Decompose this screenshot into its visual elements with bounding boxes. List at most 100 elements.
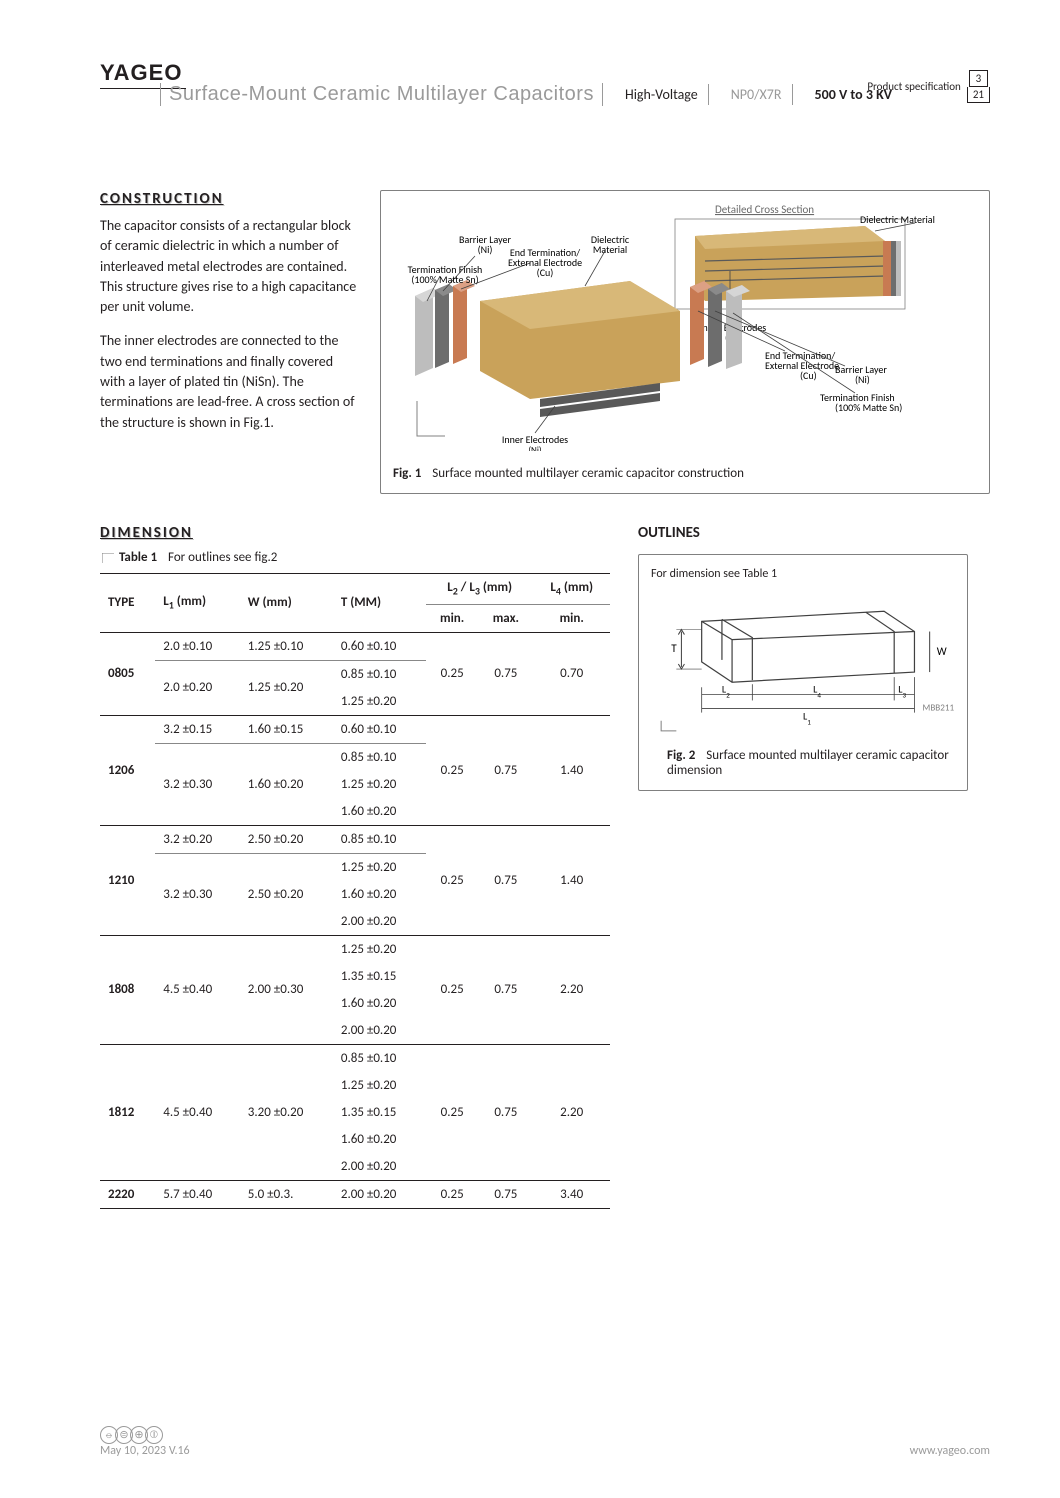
fig2-code: MBB211 [923, 703, 955, 714]
cell-l1: 4.5 ±0.40 [155, 935, 240, 1044]
cell-l1: 5.7 ±0.40 [155, 1180, 240, 1208]
fig2-dim-l1: L1 [803, 710, 811, 727]
construction-p1: The capacitor consists of a rectangular … [100, 216, 360, 317]
outlines-section: OUTLINES For dimension see Table 1 [638, 524, 968, 791]
page-number-box: 3 21 [967, 70, 990, 103]
figure-2-note: For dimension see Table 1 [651, 567, 955, 581]
col-min: min. [426, 604, 478, 632]
cell-l4min: 2.20 [533, 935, 610, 1044]
cell-l23max: 0.75 [478, 632, 533, 715]
cell-l4min: 3.40 [533, 1180, 610, 1208]
footer-icon: ⦶ [145, 1426, 163, 1444]
table-1-num: Table 1 [119, 550, 157, 565]
cell-type: 2220 [100, 1180, 155, 1208]
dimension-heading: DIMENSION [100, 524, 610, 542]
cell-l23min: 0.25 [426, 632, 478, 715]
cell-t: 1.60 ±0.20 [333, 798, 426, 826]
footer-date-version: May 10, 2023 V.16 [100, 1444, 190, 1458]
cell-l4min: 1.40 [533, 715, 610, 825]
cell-l1: 3.2 ±0.30 [155, 853, 240, 935]
col-w: W (mm) [240, 574, 333, 633]
figure-2-box: For dimension see Table 1 [638, 554, 968, 791]
fig1-cross-title: Detailed Cross Section [715, 203, 814, 216]
cell-type: 1210 [100, 825, 155, 935]
cell-t: 2.00 ±0.20 [333, 1180, 426, 1208]
cell-t: 0.85 ±0.10 [333, 743, 426, 771]
cell-l1: 4.5 ±0.40 [155, 1044, 240, 1180]
footer-icons: ⦵⊜⊕⦶ [100, 1426, 190, 1444]
cell-l4min: 0.70 [533, 632, 610, 715]
figure-2-text: Surface mounted multilayer ceramic capac… [667, 748, 949, 778]
product-spec-label: Product specification [867, 80, 961, 93]
dimension-section: DIMENSION Table 1 For outlines see fig.2… [100, 524, 990, 1209]
cell-t: 1.60 ±0.20 [333, 881, 426, 908]
svg-text:(Ni): (Ni) [478, 243, 493, 256]
construction-p2: The inner electrodes are connected to th… [100, 331, 360, 432]
cell-t: 2.00 ±0.20 [333, 1153, 426, 1181]
page-total: 21 [967, 87, 990, 103]
figure-1-box: Detailed Cross Section Dielectric Materi… [380, 190, 990, 494]
outlines-heading: OUTLINES [638, 524, 968, 542]
col-type: TYPE [100, 574, 155, 633]
dimension-table: TYPE L1 (mm) W (mm) T (MM) L2 / L3 (mm) … [100, 573, 610, 1209]
cell-t: 0.85 ±0.10 [333, 660, 426, 688]
figure-2-num: Fig. 2 [667, 748, 695, 763]
cell-w: 2.00 ±0.30 [240, 935, 333, 1044]
page-current: 3 [969, 70, 989, 87]
cell-l23max: 0.75 [478, 825, 533, 935]
cell-t: 1.35 ±0.15 [333, 963, 426, 990]
cell-w: 1.25 ±0.10 [240, 632, 333, 660]
svg-text:(100% Matte Sn): (100% Matte Sn) [411, 273, 478, 286]
segment-high-voltage: High-Voltage [615, 84, 709, 105]
cell-l23min: 0.25 [426, 935, 478, 1044]
cell-w: 5.0 ±0.3. [240, 1180, 333, 1208]
table-1-text: For outlines see fig.2 [168, 550, 277, 565]
construction-heading: CONSTRUCTION [100, 190, 360, 208]
cell-l1: 2.0 ±0.10 [155, 632, 240, 660]
cell-t: 0.60 ±0.10 [333, 715, 426, 743]
col-t: T (MM) [333, 574, 426, 633]
col-max: max. [478, 604, 533, 632]
title-bar: Surface-Mount Ceramic Multilayer Capacit… [160, 83, 990, 106]
cell-t: 0.60 ±0.10 [333, 632, 426, 660]
cell-type: 1812 [100, 1044, 155, 1180]
col-l1: L1 (mm) [155, 574, 240, 633]
cell-l1: 3.2 ±0.30 [155, 743, 240, 825]
cell-l23min: 0.25 [426, 825, 478, 935]
cell-w: 2.50 ±0.20 [240, 853, 333, 935]
doc-title: Surface-Mount Ceramic Multilayer Capacit… [160, 83, 603, 106]
cell-t: 2.00 ±0.20 [333, 1017, 426, 1045]
cell-t: 1.60 ±0.20 [333, 990, 426, 1017]
segment-dielectric: NP0/X7R [721, 84, 793, 105]
page-footer: ⦵⊜⊕⦶ May 10, 2023 V.16 www.yageo.com [100, 1426, 990, 1458]
cell-l1: 3.2 ±0.20 [155, 825, 240, 853]
figure-2-svg: T W L2 [651, 591, 955, 733]
cell-t: 1.25 ±0.20 [333, 935, 426, 963]
cell-l1: 2.0 ±0.20 [155, 660, 240, 715]
cell-w: 3.20 ±0.20 [240, 1044, 333, 1180]
col-l4: L4 (mm) [533, 574, 610, 605]
construction-text: CONSTRUCTION The capacitor consists of a… [100, 190, 360, 494]
col-l4min: min. [533, 604, 610, 632]
svg-text:Material: Material [593, 243, 627, 256]
cell-l23min: 0.25 [426, 715, 478, 825]
svg-text:(Cu): (Cu) [537, 266, 554, 279]
cell-type: 1808 [100, 935, 155, 1044]
cell-t: 1.35 ±0.15 [333, 1099, 426, 1126]
cell-type: 1206 [100, 715, 155, 825]
figure-1-caption: Fig. 1 Surface mounted multilayer cerami… [393, 466, 977, 481]
page-header: YAGEO Product specification 3 21 Surface… [100, 60, 990, 110]
cell-t: 0.85 ±0.10 [333, 825, 426, 853]
cell-l4min: 1.40 [533, 825, 610, 935]
figure-1-text: Surface mounted multilayer ceramic capac… [432, 466, 744, 481]
col-l23: L2 / L3 (mm) [426, 574, 533, 605]
cell-l23min: 0.25 [426, 1180, 478, 1208]
cell-l1: 3.2 ±0.15 [155, 715, 240, 743]
cell-t: 1.25 ±0.20 [333, 688, 426, 716]
fig1-label-dielectric-r: Dielectric Material [860, 213, 935, 226]
fig2-dim-l4: L4 [813, 682, 821, 699]
cell-t: 1.60 ±0.20 [333, 1126, 426, 1153]
cell-l23min: 0.25 [426, 1044, 478, 1180]
fig2-dim-l3: L3 [898, 682, 906, 699]
footer-url: www.yageo.com [910, 1444, 990, 1458]
